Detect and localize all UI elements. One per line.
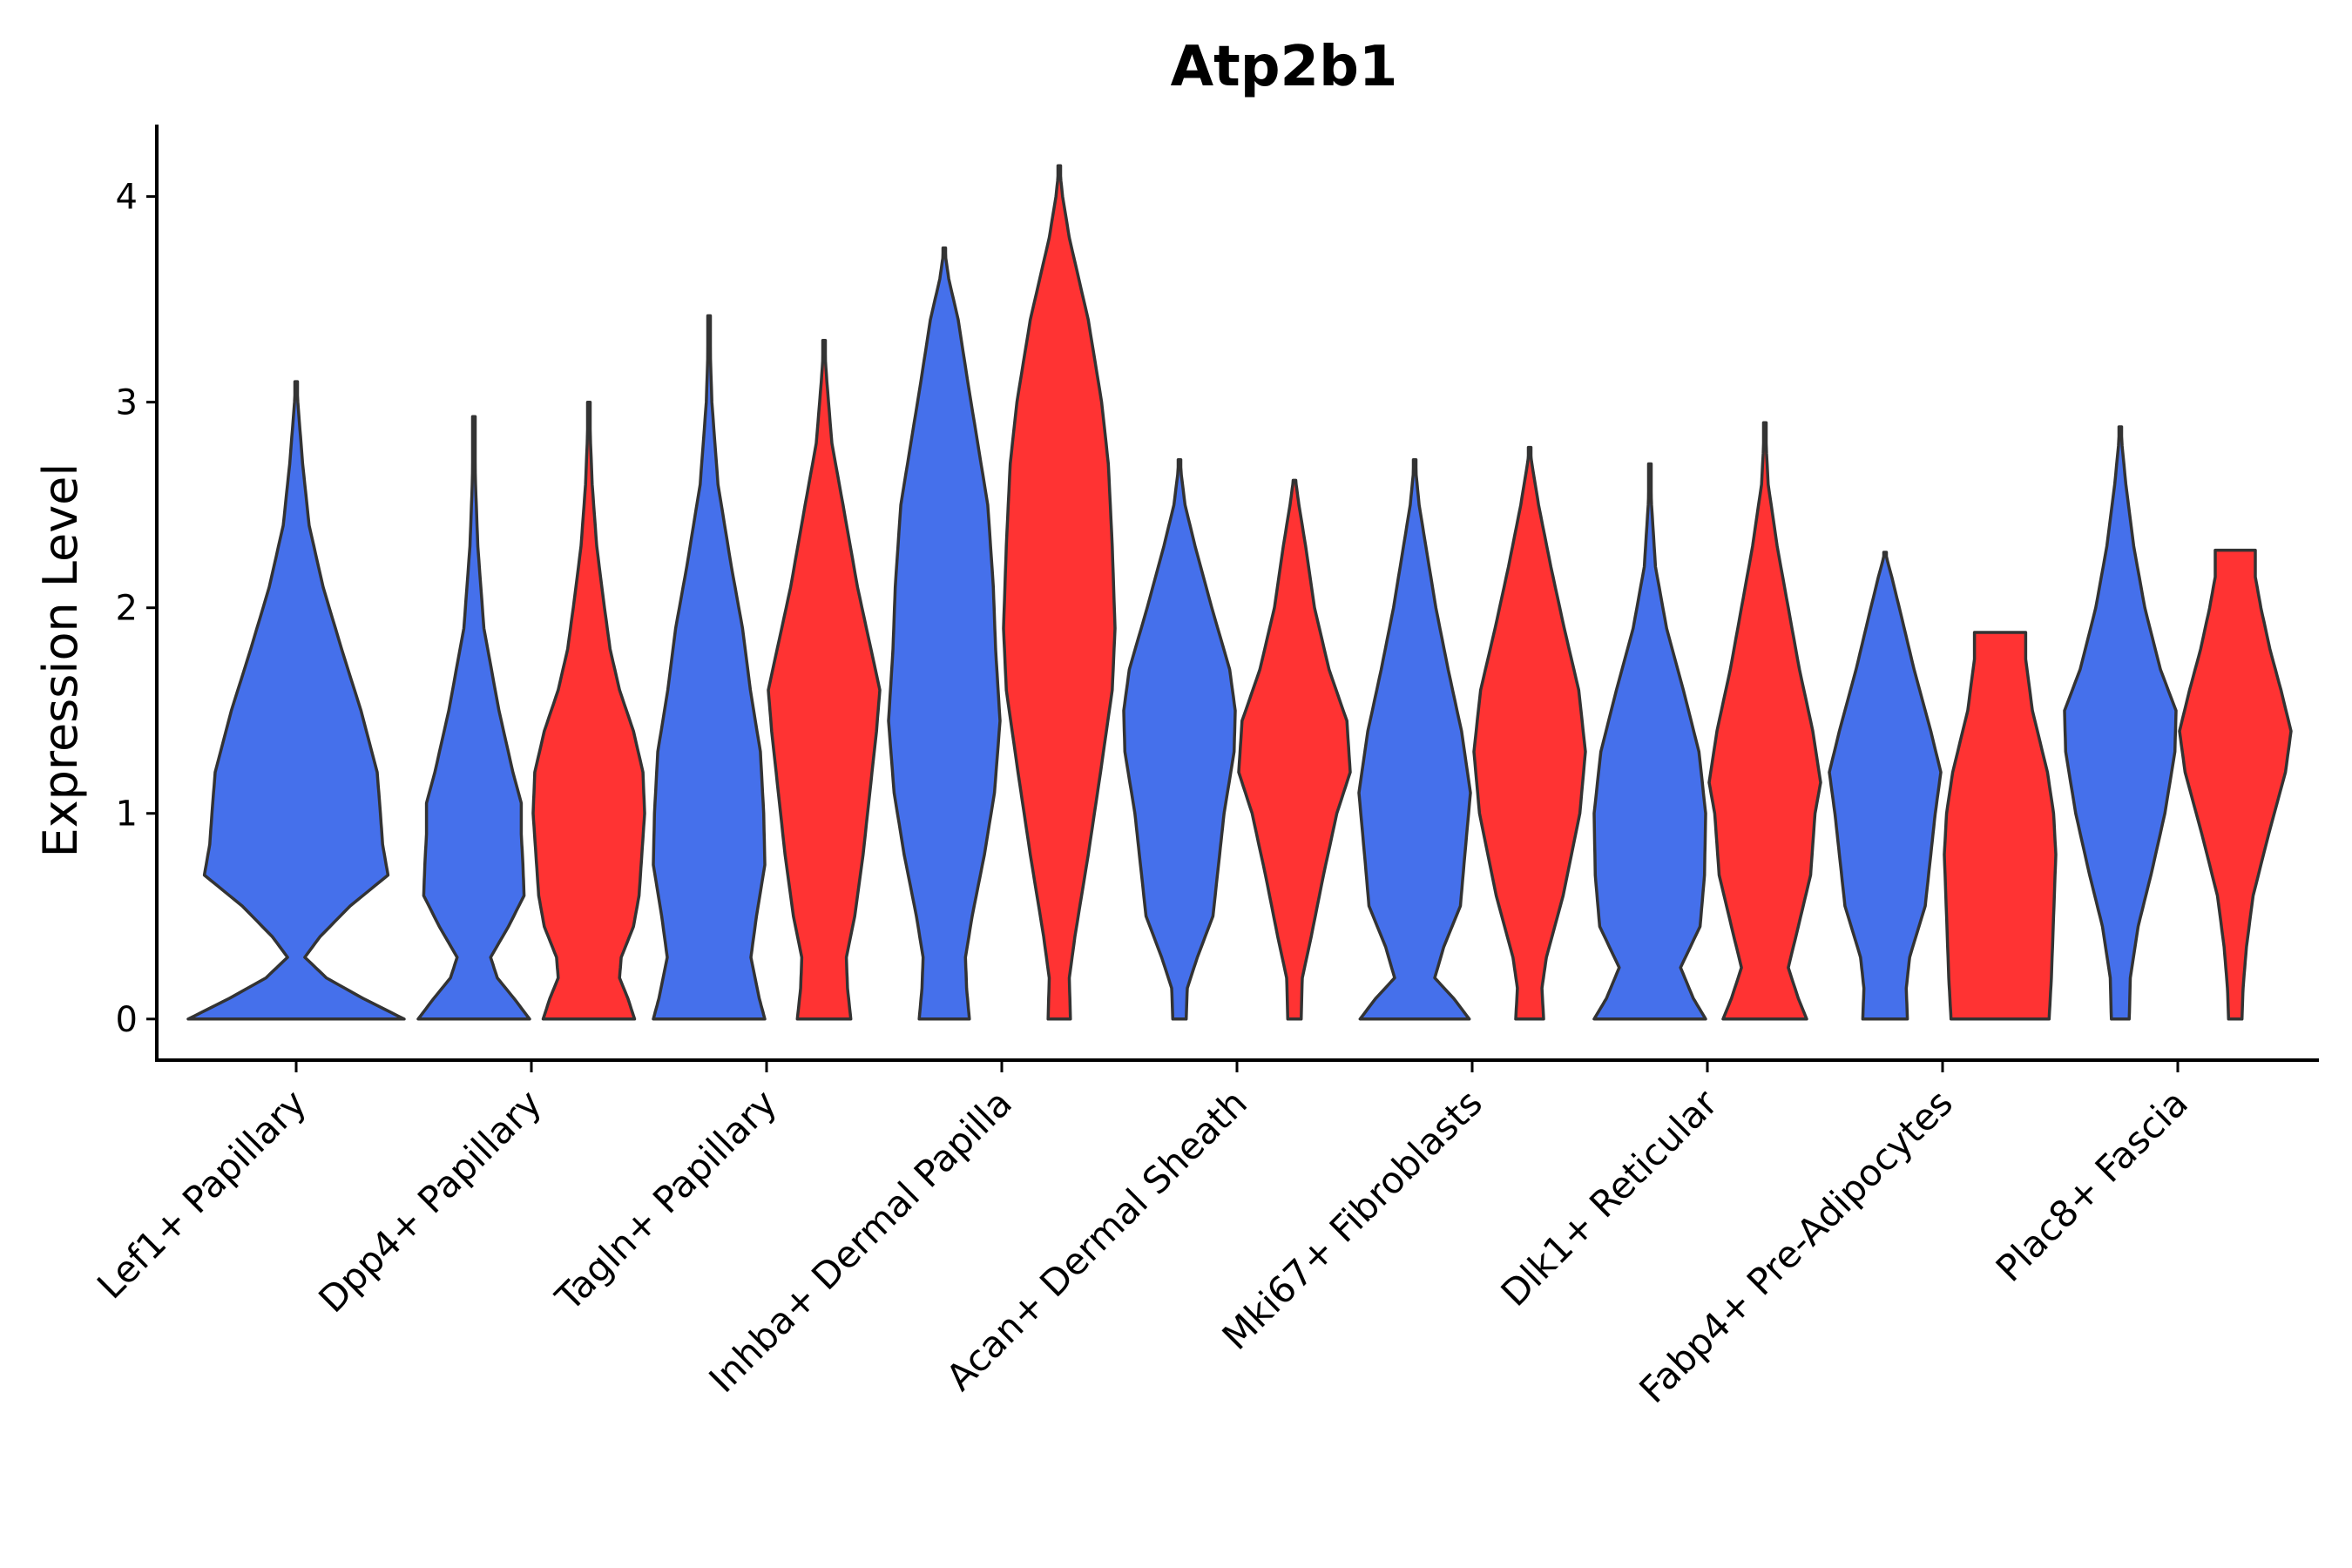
violin-fabp4-pre-adipocytes-group-a — [1828, 551, 1943, 1021]
violin-inhba-dermal-papilla-group-b — [1002, 164, 1117, 1021]
y-tick-label: 0 — [116, 1000, 138, 1040]
y-tick-label: 3 — [116, 383, 138, 423]
violin-plac8-fascia-group-a — [2063, 425, 2178, 1021]
violin-acan-dermal-sheath-group-b — [1237, 478, 1352, 1021]
x-tick-label: Lef1+ Papillary — [89, 1081, 314, 1307]
violin-mki67-fibroblasts-group-b — [1472, 445, 1587, 1021]
x-tick-label: Mki67+ Fibroblasts — [1214, 1081, 1490, 1357]
violin-mki67-fibroblasts-group-a — [1357, 458, 1472, 1021]
violin-layer — [186, 164, 2293, 1021]
violin-inhba-dermal-papilla-group-a — [887, 246, 1002, 1021]
violin-lef1-papillary-group-a — [186, 380, 406, 1021]
violin-tagln-papillary-group-a — [652, 314, 767, 1021]
violin-dlk1-reticular-group-b — [1707, 421, 1822, 1021]
violin-tagln-papillary-group-b — [767, 339, 882, 1021]
y-tick-label: 4 — [116, 178, 138, 218]
violin-acan-dermal-sheath-group-a — [1122, 458, 1237, 1021]
violin-dlk1-reticular-group-a — [1592, 462, 1707, 1021]
y-axis-label: Expression Level — [33, 463, 88, 858]
x-tick-label: Dpp4+ Papillary — [310, 1081, 550, 1321]
y-tick-label: 2 — [116, 589, 138, 629]
x-tick-label: Dlk1+ Reticular — [1493, 1081, 1727, 1315]
y-axis-ticks: 0 1 2 3 4 — [116, 178, 157, 1040]
y-tick-label: 1 — [116, 794, 138, 835]
violin-plac8-fascia-group-b — [2178, 548, 2293, 1021]
violin-fabp4-pre-adipocytes-group-b — [1943, 631, 2058, 1021]
violin-dpp4-papillary-group-a — [416, 415, 531, 1021]
x-tick-label: Plac8+ Fascia — [1988, 1081, 2196, 1289]
chart-title: Atp2b1 — [1171, 35, 1398, 99]
violin-dpp4-papillary-group-b — [531, 400, 646, 1021]
x-tick-label: Tagln+ Papillary — [547, 1081, 785, 1319]
